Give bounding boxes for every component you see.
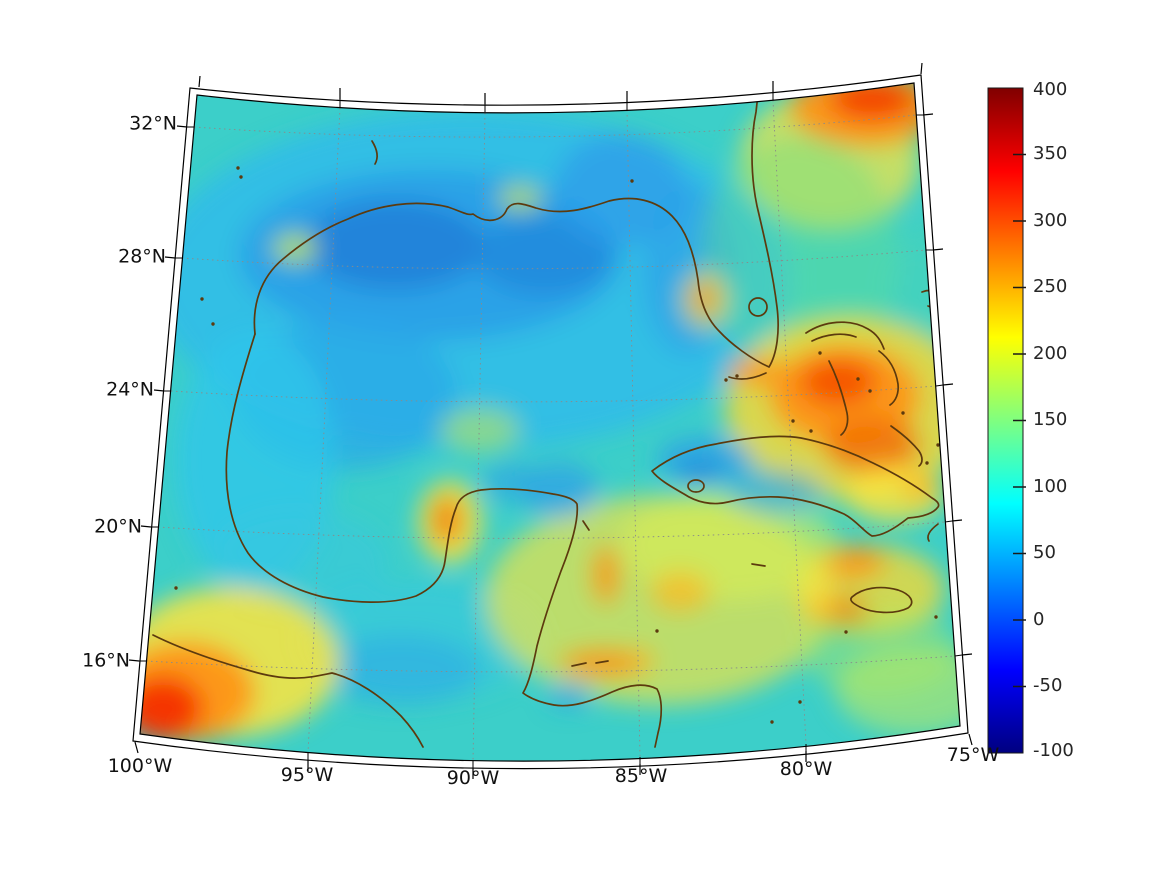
- coastline-jamaica: [850, 586, 913, 614]
- coastline-chandeleur: [371, 140, 378, 165]
- lat-tick-label: 16°N: [82, 649, 130, 672]
- lon-tick-label: 100°W: [107, 755, 173, 777]
- coastline-cuba: [651, 435, 940, 537]
- coastline-bahamas-andros: [828, 360, 849, 436]
- parallel-20n: [157, 521, 946, 539]
- lon-tick-label: 90°W: [446, 767, 500, 789]
- lat-tick-label: 24°N: [106, 378, 154, 401]
- colorbar-tick-label: -100: [1033, 740, 1074, 761]
- lake-okeechobee: [748, 297, 768, 317]
- colorbar-tick-label: 0: [1033, 609, 1045, 630]
- island-dots: [174, 166, 957, 724]
- lat-tick-label: 32°N: [129, 112, 177, 135]
- coastline-bay-islands: [571, 660, 609, 667]
- colorbar-tick-label: 50: [1033, 542, 1056, 563]
- colorbar-ticks: [1013, 153, 1026, 688]
- colorbar-tick-label: -50: [1033, 675, 1063, 696]
- lat-tick-label: 28°N: [118, 245, 166, 268]
- lon-tick-label: 95°W: [280, 764, 334, 786]
- coastline-cozumel: [582, 520, 590, 531]
- field-blobs: [140, 83, 960, 742]
- colorbar-tick-label: 150: [1033, 409, 1068, 430]
- frame-outer-ticks: [128, 62, 973, 779]
- colorbar-tick-label: 400: [1033, 79, 1068, 100]
- graticule-layer: [145, 99, 956, 762]
- frame-divisions: [139, 92, 963, 768]
- meridian-90w: [472, 112, 486, 762]
- lat-tick-label: 20°N: [94, 515, 142, 538]
- coastline-bahamas-abaco: [805, 321, 885, 350]
- frame-inner: [139, 82, 961, 762]
- coastline-cayman: [751, 563, 766, 567]
- parallel-24n: [170, 385, 937, 403]
- lon-tick-label: 80°W: [779, 758, 833, 780]
- coastline-bahamas-eleuthera: [878, 350, 900, 406]
- coastline-mexico-yucatan-honduras: [225, 333, 663, 748]
- colorbar-tick-label: 350: [1033, 143, 1068, 164]
- field-layer: [140, 83, 960, 762]
- frame-outer: [132, 74, 969, 770]
- colorbar-tick-label: 300: [1033, 210, 1068, 231]
- parallel-32n: [193, 114, 917, 138]
- colorbar-tick-label: 250: [1033, 276, 1068, 297]
- coastline-hispaniola-fragment: [927, 523, 939, 542]
- coastline-florida-keys: [728, 372, 767, 380]
- lon-tick-label: 85°W: [614, 765, 668, 787]
- colorbar-tick-label: 100: [1033, 476, 1068, 497]
- lon-tick-label: 75°W: [946, 744, 1000, 766]
- coastline-bahamas-long-island: [890, 425, 923, 467]
- colorbar-tick-label: 200: [1033, 343, 1068, 364]
- map-frame: [128, 62, 973, 779]
- coastline-pacific-mexico: [152, 634, 424, 748]
- isla-juventud: [687, 479, 705, 493]
- coastline-gulf-north: [253, 93, 779, 368]
- colorbar: [987, 87, 1026, 754]
- coastline-layer: [152, 93, 951, 748]
